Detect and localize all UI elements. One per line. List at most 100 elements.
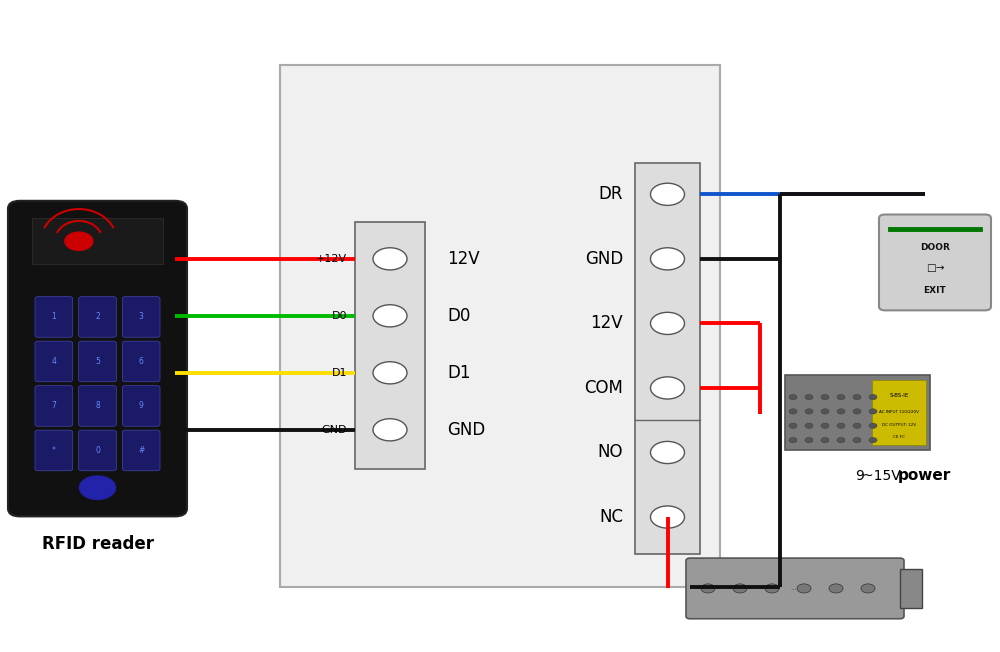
Circle shape	[821, 423, 829, 428]
FancyBboxPatch shape	[686, 558, 904, 619]
FancyBboxPatch shape	[79, 386, 116, 426]
Text: D0: D0	[447, 307, 470, 325]
Circle shape	[869, 394, 877, 400]
Circle shape	[837, 394, 845, 400]
Circle shape	[650, 377, 684, 399]
Circle shape	[837, 437, 845, 443]
Text: □→: □→	[926, 263, 944, 273]
Text: S-BS-IE: S-BS-IE	[889, 393, 908, 398]
FancyBboxPatch shape	[79, 341, 116, 382]
FancyBboxPatch shape	[879, 215, 991, 310]
FancyBboxPatch shape	[8, 201, 187, 516]
Circle shape	[837, 409, 845, 414]
Circle shape	[701, 584, 715, 593]
Circle shape	[821, 437, 829, 443]
Circle shape	[733, 584, 747, 593]
FancyBboxPatch shape	[35, 341, 73, 382]
Text: D1: D1	[332, 368, 347, 378]
Text: *: *	[52, 446, 56, 455]
Circle shape	[869, 409, 877, 414]
Circle shape	[650, 183, 684, 205]
Text: GND: GND	[322, 425, 347, 435]
Text: DC OUTPUT: 12V: DC OUTPUT: 12V	[882, 423, 916, 427]
Text: COM: COM	[584, 379, 623, 397]
Text: EXIT: EXIT	[924, 286, 946, 295]
FancyBboxPatch shape	[900, 569, 922, 608]
Circle shape	[861, 584, 875, 593]
Circle shape	[373, 362, 407, 384]
Circle shape	[805, 409, 813, 414]
Text: 12V: 12V	[447, 250, 480, 268]
Text: 3: 3	[139, 312, 144, 321]
Text: NC: NC	[599, 508, 623, 526]
FancyBboxPatch shape	[122, 430, 160, 471]
Text: ~15V: ~15V	[862, 469, 905, 483]
Circle shape	[650, 248, 684, 270]
Circle shape	[805, 394, 813, 400]
Text: 0: 0	[95, 446, 100, 455]
Circle shape	[805, 423, 813, 428]
Text: 9: 9	[855, 469, 864, 483]
Circle shape	[869, 437, 877, 443]
Text: NO: NO	[598, 443, 623, 462]
Text: 5: 5	[95, 357, 100, 366]
FancyBboxPatch shape	[122, 297, 160, 337]
Circle shape	[853, 394, 861, 400]
Text: ....: ....	[790, 585, 799, 591]
Circle shape	[80, 476, 116, 499]
Circle shape	[650, 506, 684, 528]
Circle shape	[373, 419, 407, 441]
Text: 7: 7	[51, 402, 56, 411]
Text: GND: GND	[447, 421, 485, 439]
Text: 4: 4	[51, 357, 56, 366]
FancyBboxPatch shape	[785, 375, 930, 450]
Circle shape	[853, 409, 861, 414]
FancyBboxPatch shape	[35, 386, 73, 426]
Text: #: #	[138, 446, 144, 455]
Text: DR: DR	[598, 185, 623, 203]
Circle shape	[650, 312, 684, 334]
FancyBboxPatch shape	[32, 218, 163, 264]
Text: 6: 6	[139, 357, 144, 366]
FancyBboxPatch shape	[79, 297, 116, 337]
Text: AC INPUT 110/220V: AC INPUT 110/220V	[879, 410, 919, 415]
FancyBboxPatch shape	[122, 341, 160, 382]
FancyBboxPatch shape	[79, 430, 116, 471]
FancyBboxPatch shape	[872, 380, 926, 445]
FancyBboxPatch shape	[355, 222, 425, 469]
Text: 1: 1	[51, 312, 56, 321]
Circle shape	[821, 409, 829, 414]
Circle shape	[829, 584, 843, 593]
Text: 12V: 12V	[590, 314, 623, 333]
Circle shape	[65, 232, 93, 250]
Text: CE FC: CE FC	[893, 435, 905, 439]
Text: D1: D1	[447, 364, 471, 382]
Circle shape	[837, 423, 845, 428]
Circle shape	[789, 423, 797, 428]
Circle shape	[373, 248, 407, 270]
Text: power: power	[898, 468, 951, 484]
Text: DOOR: DOOR	[920, 243, 950, 252]
Circle shape	[765, 584, 779, 593]
Circle shape	[805, 437, 813, 443]
Circle shape	[789, 394, 797, 400]
Circle shape	[797, 584, 811, 593]
FancyBboxPatch shape	[280, 65, 720, 587]
Circle shape	[789, 437, 797, 443]
Text: GND: GND	[585, 250, 623, 268]
FancyBboxPatch shape	[35, 430, 73, 471]
FancyBboxPatch shape	[635, 163, 700, 554]
Text: RFID reader: RFID reader	[42, 535, 154, 553]
FancyBboxPatch shape	[122, 386, 160, 426]
Circle shape	[869, 423, 877, 428]
Circle shape	[789, 409, 797, 414]
Text: D0: D0	[332, 311, 347, 321]
Circle shape	[821, 394, 829, 400]
Circle shape	[853, 437, 861, 443]
Text: +12V: +12V	[316, 254, 347, 264]
Circle shape	[373, 304, 407, 327]
Text: 9: 9	[139, 402, 144, 411]
Text: 8: 8	[95, 402, 100, 411]
Text: 2: 2	[95, 312, 100, 321]
Circle shape	[650, 441, 684, 464]
